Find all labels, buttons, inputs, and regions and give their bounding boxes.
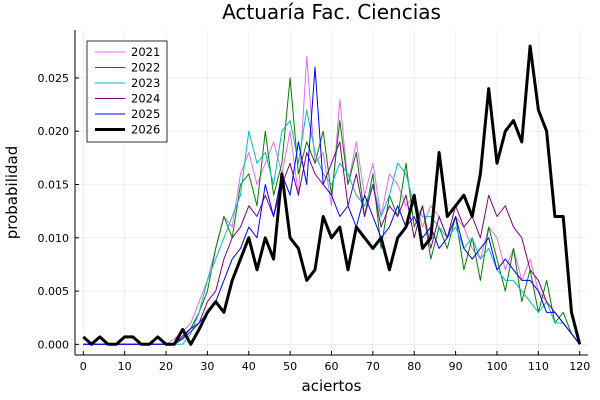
legend-label-2022: 2022: [131, 61, 160, 75]
chart-title: Actuaría Fac. Ciencias: [222, 0, 441, 24]
y-tick-label: 0.020: [38, 125, 70, 138]
y-tick-label: 0.025: [38, 72, 70, 85]
x-tick-label: 90: [449, 360, 463, 373]
y-tick-label: 0.005: [38, 285, 70, 298]
series-line-2026: [82, 44, 582, 346]
y-tick-label: 0.000: [38, 338, 70, 351]
y-axis-label: probabilidad: [3, 146, 21, 240]
legend-label-2023: 2023: [131, 76, 160, 90]
x-tick-label: 0: [80, 360, 87, 373]
x-tick-label: 10: [118, 360, 132, 373]
legend-label-2021: 2021: [131, 45, 160, 59]
legend-box: [86, 40, 168, 143]
legend-label-2025: 2025: [131, 107, 160, 121]
x-tick-label: 120: [569, 360, 590, 373]
x-tick-label: 50: [283, 360, 297, 373]
series-layer: [82, 44, 582, 346]
x-tick-label: 110: [528, 360, 549, 373]
x-tick-label: 30: [200, 360, 214, 373]
legend-label-2026: 2026: [131, 123, 160, 137]
legend-label-2024: 2024: [131, 92, 160, 106]
x-tick-label: 20: [159, 360, 173, 373]
x-tick-label: 70: [366, 360, 380, 373]
x-tick-label: 60: [325, 360, 339, 373]
x-axis-label: aciertos: [302, 377, 362, 395]
x-tick-label: 80: [407, 360, 421, 373]
y-tick-label: 0.010: [38, 232, 70, 245]
ticks: 0 10 20 30 40 50 60 70 80 90 100 110 120 0.000 0.005 0.…: [38, 72, 591, 373]
x-tick-label: 100: [486, 360, 507, 373]
x-tick-label: 40: [242, 360, 256, 373]
y-tick-label: 0.015: [38, 179, 70, 192]
